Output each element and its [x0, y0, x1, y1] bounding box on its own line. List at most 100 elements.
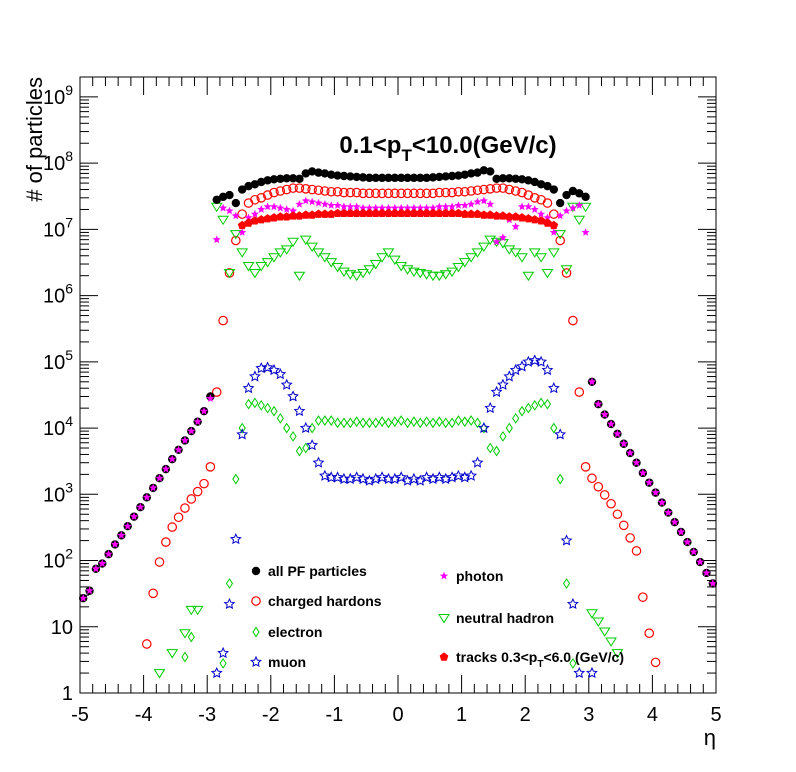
data-point — [264, 402, 272, 414]
data-point — [206, 394, 215, 402]
data-point — [523, 190, 534, 200]
data-point — [363, 265, 376, 275]
data-point — [231, 211, 240, 220]
legend-marker — [251, 566, 261, 576]
data-point — [403, 417, 412, 429]
data-point — [244, 181, 253, 191]
data-point — [524, 176, 533, 185]
data-point — [524, 214, 533, 223]
data-point — [537, 209, 546, 218]
data-point — [141, 639, 152, 649]
data-point — [325, 258, 338, 268]
data-point — [123, 522, 132, 530]
data-point — [320, 200, 329, 208]
data-point — [148, 588, 158, 599]
data-point — [543, 398, 552, 410]
data-point — [293, 405, 306, 417]
data-point — [677, 527, 685, 536]
data-point — [167, 522, 178, 532]
data-point — [397, 415, 405, 426]
data-point — [288, 174, 298, 183]
data-point — [530, 177, 539, 187]
data-point — [434, 187, 445, 198]
data-point — [104, 549, 113, 558]
data-point — [435, 202, 444, 211]
data-point — [492, 211, 501, 220]
data-point — [454, 201, 463, 209]
data-point — [657, 498, 666, 506]
data-point — [223, 597, 236, 610]
data-point — [638, 592, 648, 602]
data-point — [600, 410, 609, 418]
data-point — [504, 212, 514, 221]
data-point — [556, 211, 565, 220]
data-point — [435, 172, 444, 182]
data-point — [454, 171, 463, 180]
data-point — [433, 471, 446, 483]
x-tick-label: 0 — [392, 704, 403, 726]
legend-label: tracks 0.3<pT<6.0 (GeV/c) — [456, 649, 624, 670]
data-point — [274, 368, 287, 380]
data-point — [593, 481, 604, 492]
data-point — [358, 208, 368, 217]
data-point — [181, 651, 189, 663]
data-point — [281, 184, 292, 195]
data-point — [537, 397, 545, 409]
data-point — [210, 666, 223, 679]
data-point — [333, 171, 342, 180]
data-point — [276, 212, 285, 221]
data-point — [573, 666, 586, 679]
data-point — [467, 200, 476, 208]
data-point — [353, 416, 361, 428]
data-point — [339, 208, 349, 217]
data-point — [339, 187, 349, 198]
data-point — [288, 211, 298, 220]
data-point — [448, 417, 456, 429]
data-point — [448, 202, 457, 211]
data-point — [85, 586, 94, 595]
data-point — [549, 228, 558, 236]
data-point — [288, 183, 298, 193]
data-point — [485, 210, 495, 219]
data-point — [403, 203, 412, 212]
data-point — [631, 546, 642, 556]
data-point — [556, 473, 564, 485]
data-point — [619, 439, 628, 448]
data-point — [333, 417, 342, 429]
data-point — [541, 268, 554, 279]
data-point — [372, 417, 380, 429]
data-point — [179, 629, 191, 639]
data-point — [180, 503, 190, 513]
data-point — [618, 520, 629, 531]
data-point — [345, 208, 355, 217]
data-point — [477, 242, 490, 253]
x-tick-label: 5 — [710, 704, 721, 726]
data-point — [154, 557, 165, 567]
data-point — [384, 208, 393, 217]
data-point — [509, 248, 522, 258]
data-point — [376, 471, 389, 483]
data-point — [467, 415, 475, 426]
legend-entry: tracks 0.3<pT<6.0 (GeV/c) — [439, 649, 624, 670]
data-point — [397, 203, 406, 212]
data-point — [490, 385, 503, 398]
y-axis-title: # of particles — [22, 77, 47, 202]
data-point — [262, 190, 273, 200]
data-point — [410, 416, 418, 428]
data-point — [454, 208, 463, 217]
data-point — [244, 213, 253, 222]
data-point — [461, 416, 469, 428]
data-point — [192, 486, 203, 497]
data-point — [549, 185, 559, 194]
data-point — [225, 578, 234, 589]
series-neutral — [153, 202, 624, 679]
data-point — [530, 205, 539, 213]
data-point — [223, 268, 236, 279]
series-muon — [210, 354, 598, 679]
data-point — [465, 253, 478, 263]
legend-label: photon — [456, 568, 503, 584]
y-tick-label: 105 — [43, 347, 73, 374]
data-point — [238, 422, 246, 434]
data-point — [650, 657, 661, 668]
series-tracks — [237, 208, 559, 230]
